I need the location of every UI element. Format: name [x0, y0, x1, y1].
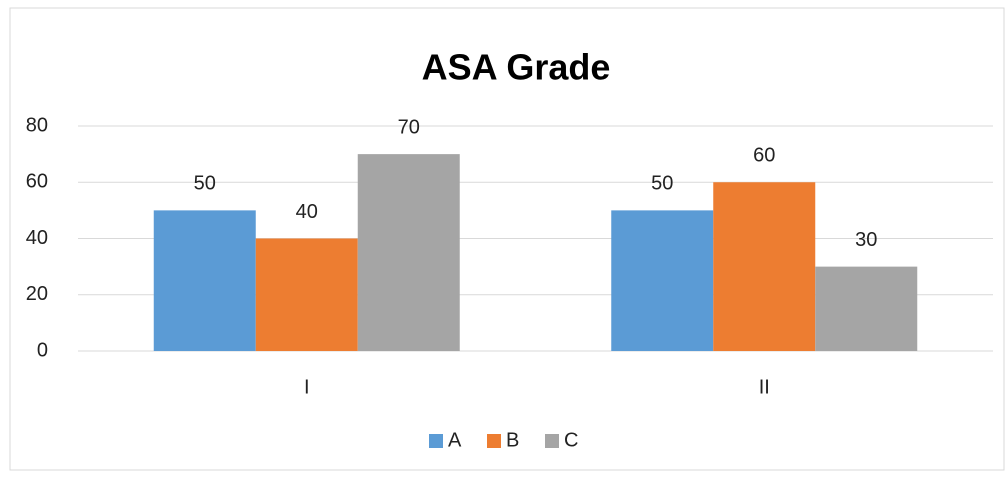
y-tick-label: 40: [26, 227, 48, 249]
y-tick-label: 60: [26, 171, 48, 193]
y-tick-label: 0: [37, 339, 48, 361]
data-label: 40: [296, 201, 318, 223]
y-tick-label: 20: [26, 283, 48, 305]
x-tick-label: II: [759, 376, 770, 398]
y-tick-label: 80: [26, 114, 48, 136]
bar: [357, 154, 460, 351]
chart-title: ASA Grade: [422, 47, 611, 88]
legend-label: C: [564, 429, 578, 451]
legend-swatch: [429, 434, 443, 448]
bar: [153, 210, 256, 351]
bar: [815, 266, 918, 351]
legend-label: A: [448, 429, 462, 451]
legend-label: B: [506, 429, 519, 451]
legend-swatch: [545, 434, 559, 448]
data-label: 70: [398, 116, 420, 138]
bar: [255, 238, 358, 351]
x-tick-label: I: [304, 376, 310, 398]
bar: [713, 182, 816, 351]
data-label: 50: [194, 173, 216, 195]
data-label: 30: [855, 229, 877, 251]
bar: [611, 210, 714, 351]
data-label: 60: [753, 145, 775, 167]
legend-swatch: [487, 434, 501, 448]
data-label: 50: [651, 173, 673, 195]
